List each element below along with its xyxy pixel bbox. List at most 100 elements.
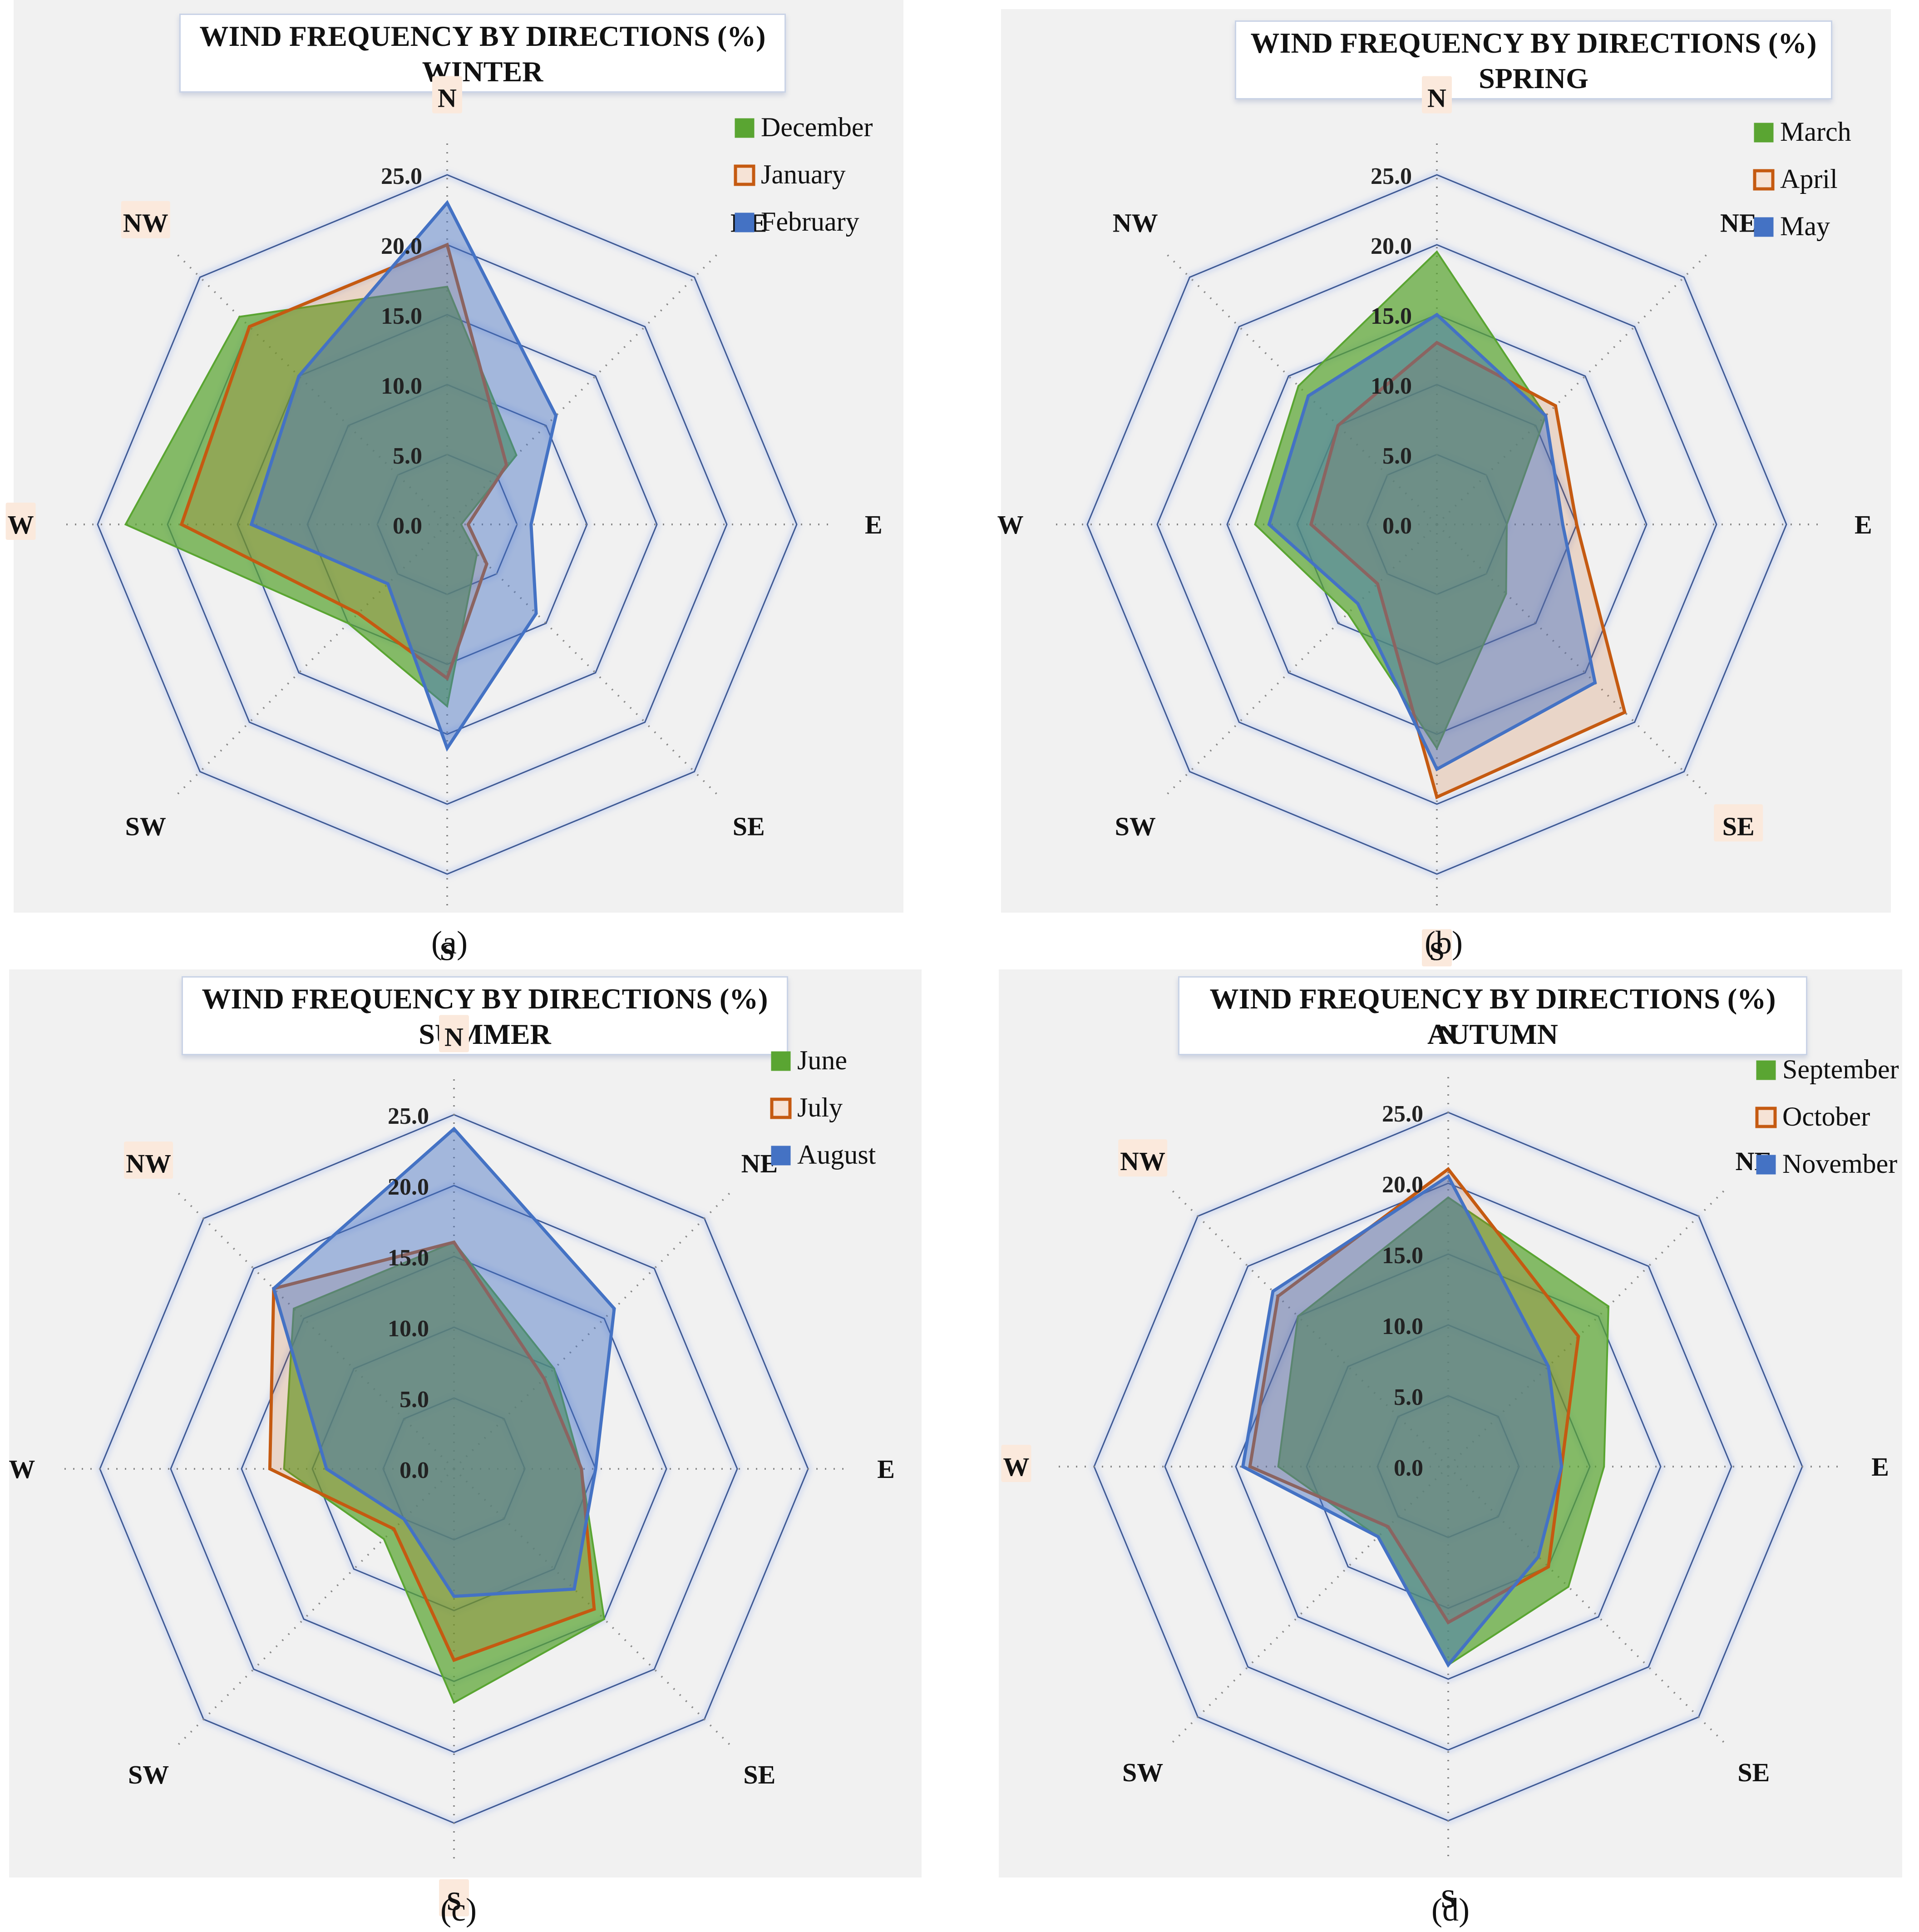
data-point: [403, 1518, 405, 1520]
data-point: [248, 326, 251, 328]
figure-caption-d: (d): [1431, 1892, 1470, 1928]
grid-spoke: [446, 252, 720, 525]
data-point: [1277, 1295, 1279, 1297]
chart-title-box: WIND FREQUENCY BY DIRECTIONS (%) SUMMER: [182, 976, 788, 1055]
data-point: [595, 1468, 597, 1470]
chart-title: WIND FREQUENCY BY DIRECTIONS (%): [1250, 27, 1817, 59]
data-point: [293, 1308, 295, 1310]
direction-label-sw: SW: [1122, 1758, 1163, 1787]
data-point: [1577, 1335, 1579, 1338]
data-point: [1357, 603, 1359, 605]
direction-highlight: [1714, 804, 1763, 842]
legend-swatch: [1754, 217, 1774, 237]
legend-label: August: [797, 1140, 876, 1170]
data-point: [505, 464, 508, 466]
direction-label-e: E: [1871, 1452, 1889, 1482]
legend-label: February: [761, 207, 859, 237]
data-point: [593, 1608, 595, 1610]
data-point: [1505, 593, 1507, 595]
data-point: [393, 1528, 395, 1530]
axis-tick-label: 5.0: [393, 443, 422, 469]
legend-swatch: [735, 212, 755, 232]
axis-tick-label: 25.0: [1371, 163, 1412, 189]
direction-label-nw: NW: [123, 208, 168, 238]
data-point: [1272, 1290, 1274, 1292]
direction-label-n: N: [1439, 1020, 1458, 1049]
grid-ring: [1156, 244, 1717, 805]
radar-chart-spring: 0.0 5.0 10.0 15.0 20.0 25.0 N NE E SE S SW W NW March A…: [997, 76, 1872, 967]
data-point: [543, 1378, 545, 1380]
direction-highlight: [432, 76, 462, 114]
direction-label-nw: NW: [126, 1149, 171, 1178]
data-point: [453, 1241, 455, 1243]
direction-label-nw: NW: [1120, 1146, 1165, 1176]
data-point: [453, 1701, 455, 1704]
data-point: [613, 1308, 615, 1310]
chart-title-box: WIND FREQUENCY BY DIRECTIONS (%) AUTUMN: [1178, 976, 1807, 1055]
legend-label: June: [797, 1045, 847, 1075]
chart-panel-winter: WIND FREQUENCY BY DIRECTIONS (%) WINTER …: [5, 0, 903, 966]
chart-panel-spring: WIND FREQUENCY BY DIRECTIONS (%) SPRING …: [997, 9, 1891, 967]
direction-label-e: E: [877, 1454, 895, 1484]
data-point: [326, 1468, 328, 1470]
axis-tick-label: 15.0: [1382, 1243, 1423, 1269]
data-point: [603, 1618, 605, 1620]
data-point: [515, 454, 518, 456]
data-point: [553, 1368, 555, 1370]
data-point: [272, 1287, 275, 1290]
data-point: [1297, 1315, 1299, 1318]
legend-swatch: [1755, 1107, 1777, 1128]
direction-label-s: S: [1430, 936, 1444, 966]
chart-subtitle: AUTUMN: [1427, 1018, 1558, 1050]
chart-title-box: WIND FREQUENCY BY DIRECTIONS (%) WINTER: [179, 14, 786, 93]
axis-tick-label: 10.0: [1382, 1314, 1423, 1339]
data-point: [250, 524, 252, 525]
axis-tick-label: 0.0: [1394, 1455, 1423, 1481]
data-point: [298, 375, 300, 377]
grid-spoke: [1164, 252, 1438, 525]
grid-ring: [1235, 1253, 1662, 1680]
axis-tick-label: 5.0: [1382, 443, 1412, 469]
direction-highlight: [124, 1141, 173, 1179]
data-point: [283, 1468, 285, 1470]
data-point: [1268, 524, 1270, 525]
direction-label-sw: SW: [125, 811, 166, 841]
axis-tick-label: 15.0: [388, 1245, 429, 1271]
data-point: [1576, 524, 1578, 525]
data-point: [446, 677, 448, 679]
legend-label: May: [1780, 211, 1830, 241]
legend-label: October: [1782, 1102, 1870, 1132]
chart-panel-summer: WIND FREQUENCY BY DIRECTIONS (%) SUMMER …: [9, 969, 922, 1917]
data-point: [1376, 583, 1379, 585]
data-point: [383, 1538, 385, 1540]
data-point: [1436, 747, 1438, 749]
legend-label: September: [1782, 1054, 1899, 1084]
direction-label-n: N: [438, 84, 457, 113]
chart-panel-autumn: WIND FREQUENCY BY DIRECTIONS (%) AUTUMN …: [999, 969, 1902, 1914]
legend-label: April: [1780, 164, 1838, 194]
data-point: [1337, 425, 1339, 427]
direction-label-w: W: [8, 510, 34, 539]
data-point: [1436, 341, 1438, 344]
data-point: [446, 286, 448, 288]
grid-ring: [1086, 174, 1787, 875]
series-group: [268, 1127, 616, 1704]
series-group: [124, 200, 558, 752]
direction-label-sw: SW: [128, 1760, 169, 1789]
grid-ring: [1164, 1182, 1732, 1751]
axis-tick-label: 15.0: [381, 303, 422, 329]
data-point: [1607, 1305, 1609, 1308]
direction-label-se: SE: [733, 811, 765, 841]
grid-spoke: [174, 524, 448, 797]
data-point: [1242, 1466, 1244, 1468]
direction-highlight: [121, 201, 170, 238]
data-point: [1560, 1466, 1563, 1468]
data-point: [1594, 682, 1596, 684]
grid-spoke: [446, 524, 720, 797]
direction-label-w: W: [997, 510, 1024, 539]
data-point: [446, 202, 448, 204]
data-point: [446, 244, 448, 246]
direction-label-w: W: [1003, 1452, 1029, 1482]
data-point: [1547, 1566, 1549, 1568]
data-point: [238, 316, 241, 318]
